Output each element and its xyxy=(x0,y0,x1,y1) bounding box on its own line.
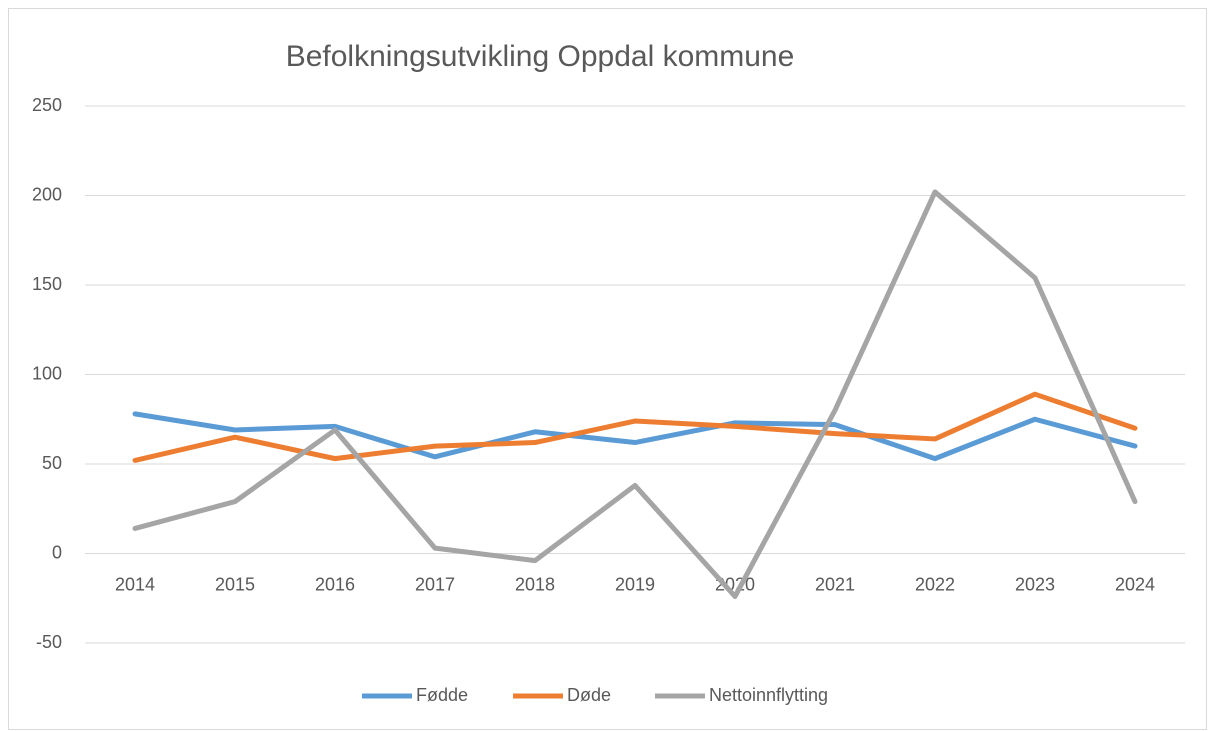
x-tick-label: 2022 xyxy=(915,574,955,594)
y-tick-label: 100 xyxy=(32,363,62,383)
series-line xyxy=(132,189,1138,599)
y-tick-label: 0 xyxy=(52,542,62,562)
legend-label: Døde xyxy=(567,685,611,705)
y-tick-label: -50 xyxy=(36,632,62,652)
x-tick-label: 2019 xyxy=(615,574,655,594)
x-tick-label: 2017 xyxy=(415,574,455,594)
x-tick-label: 2014 xyxy=(115,574,155,594)
x-tick-label: 2021 xyxy=(815,574,855,594)
x-tick-label: 2024 xyxy=(1115,574,1155,594)
y-tick-label: 50 xyxy=(42,453,62,473)
x-tick-label: 2016 xyxy=(315,574,355,594)
x-tick-label: 2015 xyxy=(215,574,255,594)
legend-label: Nettoinnflytting xyxy=(709,685,828,705)
y-tick-label: 150 xyxy=(32,274,62,294)
legend-label: Fødde xyxy=(416,685,468,705)
x-tick-label: 2023 xyxy=(1015,574,1055,594)
x-tick-label: 2018 xyxy=(515,574,555,594)
y-tick-label: 250 xyxy=(32,95,62,115)
series-line xyxy=(132,411,1138,462)
y-tick-label: 200 xyxy=(32,184,62,204)
chart-border xyxy=(8,8,1207,730)
chart-title: Befolkningsutvikling Oppdal kommune xyxy=(286,40,795,73)
